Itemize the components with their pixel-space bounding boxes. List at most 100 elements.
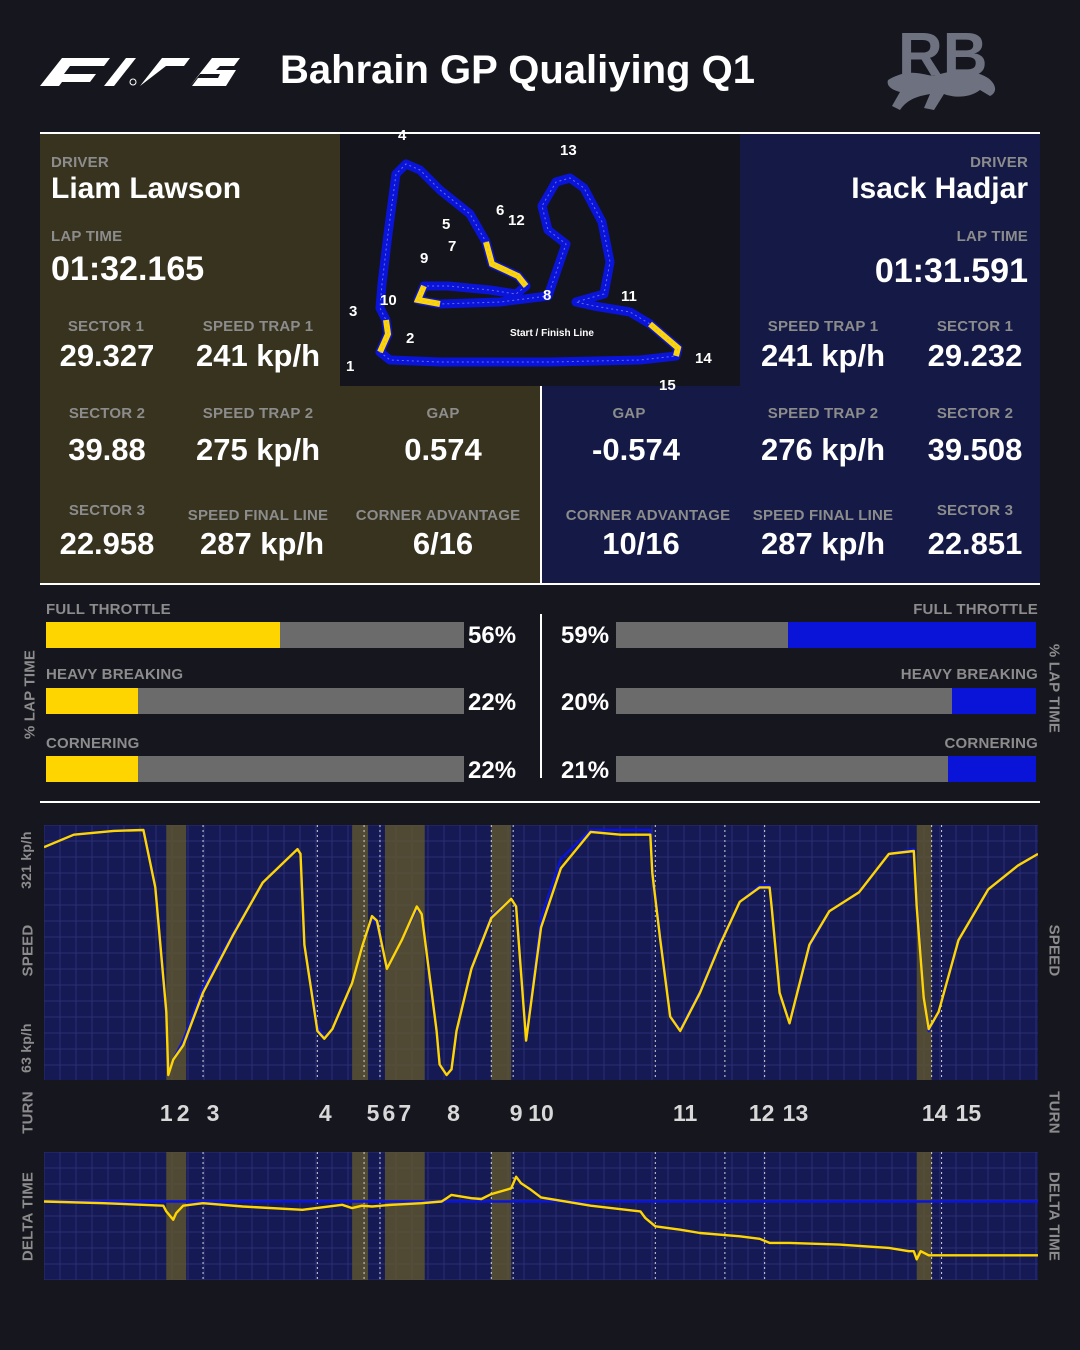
track-corner-1: 1: [346, 358, 355, 375]
right-cornering-bar: [616, 756, 1036, 782]
left-heavy-braking-bar: [46, 688, 464, 714]
corner-zone: [491, 1152, 512, 1280]
left-sector1-value: 29.327: [59, 338, 155, 373]
left-sector3-value: 22.958: [59, 526, 155, 561]
right-sector2-label: SECTOR 2: [936, 405, 1014, 422]
turn-number-8: 8: [447, 1100, 460, 1126]
bars-center-divider: [540, 614, 542, 778]
corner-zone: [384, 1152, 425, 1280]
left-sector1-label: SECTOR 1: [67, 318, 145, 335]
right-gap-label: GAP: [612, 405, 646, 422]
delta-chart: [44, 1152, 1038, 1280]
corner-zone: [491, 825, 512, 1080]
right-corner-advantage-value: 10/16: [602, 526, 680, 561]
turn-number-1: 1: [159, 1100, 173, 1126]
turn-number-2: 2: [176, 1100, 190, 1126]
series-line-liam-lawson: [44, 828, 1038, 1077]
right-speed-trap1-value: 241 kp/h: [760, 338, 886, 373]
left-sector2-value: 39.88: [68, 432, 146, 467]
speed-axis-label: SPEED: [19, 924, 37, 977]
right-cornering-pct: 21%: [561, 757, 610, 784]
right-speed-trap2-value: 276 kp/h: [760, 432, 886, 467]
right-heavy-braking-fill: [952, 688, 1036, 714]
right-corner-advantage-label: CORNER ADVANTAGE: [565, 507, 731, 524]
track-corner-3: 3: [349, 303, 358, 320]
track-corner-14: 14: [695, 350, 712, 367]
track-corner-4: 4: [398, 127, 407, 144]
right-sector1-label: SECTOR 1: [936, 318, 1014, 335]
track-map: Start / Finish Line 1 2 3 4 5 6 7 8 9 10…: [340, 127, 740, 394]
right-driver-name: Isack Hadjar: [851, 172, 1028, 205]
turn-number-6: 6: [382, 1100, 396, 1126]
left-lap-time: 01:32.165: [51, 250, 205, 288]
turn-number-15: 15: [955, 1100, 982, 1126]
turn-number-10: 10: [528, 1100, 554, 1126]
track-corner-6: 6: [496, 202, 505, 219]
left-cornering-pct: 22%: [468, 757, 517, 784]
turn-axis-label-right: TURN: [1045, 1091, 1063, 1134]
right-heavy-braking-label: HEAVY BREAKING: [900, 666, 1038, 683]
right-speed-trap2-label: SPEED TRAP 2: [767, 405, 879, 422]
turn-number-4: 4: [318, 1100, 332, 1126]
start-finish-label: Start / Finish Line: [510, 328, 594, 339]
right-bars-axis-label: % LAP TIME: [1045, 643, 1063, 734]
left-full-throttle-label: FULL THROTTLE: [46, 601, 171, 618]
turn-number-12: 12: [748, 1100, 775, 1126]
corner-zone: [166, 825, 187, 1080]
turn-number-5: 5: [366, 1100, 380, 1126]
left-cornering-bar: [46, 756, 464, 782]
track-corner-5: 5: [442, 216, 451, 233]
corner-zone: [352, 1152, 369, 1280]
turn-number-row: 1 2 3 4 5 6 7 8 9 10 11 12 13 14 15: [44, 1100, 1038, 1130]
right-sector3-label: SECTOR 3: [936, 502, 1014, 519]
turn-number-9: 9: [509, 1100, 523, 1126]
track-corner-12: 12: [508, 212, 525, 229]
right-full-throttle-pct: 59%: [561, 622, 610, 649]
speed-chart: [44, 825, 1038, 1080]
speed-axis-label-right: SPEED: [1045, 924, 1063, 977]
left-bars-axis-label: % LAP TIME: [21, 649, 39, 740]
corner-zone: [916, 1152, 932, 1280]
bars-bottom-divider: [40, 801, 1040, 803]
turn-number-13: 13: [782, 1100, 809, 1126]
left-corner-advantage-value: 6/16: [412, 526, 474, 561]
turn-number-3: 3: [206, 1100, 220, 1126]
track-corner-13: 13: [560, 142, 577, 159]
track-corner-9: 9: [420, 250, 429, 267]
speed-tick-top: 321 kp/h: [18, 831, 34, 889]
left-corner-advantage-label: CORNER ADVANTAGE: [355, 507, 521, 524]
turn-number-7: 7: [398, 1100, 412, 1126]
left-speed-final-value: 287 kp/h: [199, 526, 325, 561]
team-logo: RB: [880, 18, 1004, 122]
turn-number-11: 11: [672, 1100, 698, 1126]
left-sector2-label: SECTOR 2: [68, 405, 146, 422]
right-full-throttle-bar: [616, 622, 1036, 648]
left-full-throttle-pct: 56%: [468, 622, 517, 649]
right-full-throttle-fill: [788, 622, 1036, 648]
turn-axis-label: TURN: [19, 1091, 37, 1134]
left-heavy-braking-label: HEAVY BREAKING: [46, 666, 184, 683]
left-driver-name: Liam Lawson: [51, 172, 242, 205]
right-driver-label: DRIVER: [970, 154, 1028, 171]
right-sector3-value: 22.851: [927, 526, 1023, 561]
left-gap-label: GAP: [426, 405, 460, 422]
corner-zone: [916, 825, 932, 1080]
turn-number-14: 14: [921, 1100, 948, 1126]
left-lap-time-label: LAP TIME: [51, 228, 123, 245]
panel-center-divider: [540, 386, 542, 584]
left-heavy-braking-fill: [46, 688, 138, 714]
right-speed-final-value: 287 kp/h: [760, 526, 886, 561]
top-divider: [40, 132, 1040, 134]
left-speed-final-label: SPEED FINAL LINE: [187, 507, 329, 524]
right-heavy-braking-pct: 20%: [561, 689, 610, 716]
right-sector1-value: 29.232: [927, 338, 1023, 373]
right-heavy-braking-bar: [616, 688, 1036, 714]
left-speed-trap2-value: 275 kp/h: [195, 432, 321, 467]
left-cornering-fill: [46, 756, 138, 782]
track-corner-2: 2: [406, 330, 415, 347]
left-driver-label: DRIVER: [51, 154, 109, 171]
left-full-throttle-bar: [46, 622, 464, 648]
left-sector3-label: SECTOR 3: [68, 502, 146, 519]
track-corner-11: 11: [621, 288, 637, 305]
corner-zone: [384, 825, 425, 1080]
